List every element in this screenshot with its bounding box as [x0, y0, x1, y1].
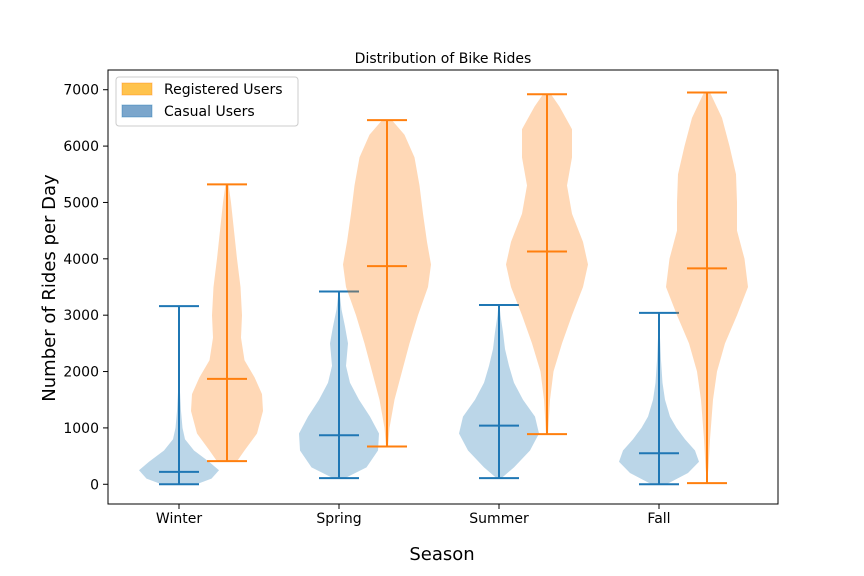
legend-swatch-registered-users — [121, 82, 153, 96]
legend: Registered Users Casual Users — [115, 76, 299, 127]
plot-area — [139, 91, 748, 486]
y-tick-label: 1000 — [63, 421, 99, 437]
y-tick-label: 0 — [90, 477, 99, 493]
y-tick-label: 5000 — [63, 195, 99, 211]
legend-label-registered-users: Registered Users — [164, 82, 283, 98]
chart-title: Distribution of Bike Rides — [355, 51, 532, 67]
y-axis-label: Number of Rides per Day — [39, 174, 60, 402]
x-tick-label: Spring — [316, 511, 361, 527]
x-tick-label: Summer — [469, 511, 529, 527]
x-tick-label: Winter — [156, 511, 202, 527]
y-tick-label: 4000 — [63, 252, 99, 268]
y-tick-label: 3000 — [63, 308, 99, 324]
x-axis-label: Season — [409, 544, 474, 565]
plot-frame — [107, 69, 779, 505]
y-tick-label: 2000 — [63, 365, 99, 381]
legend-label-casual-users: Casual Users — [164, 104, 255, 120]
y-tick-label: 6000 — [63, 139, 99, 155]
x-tick-label: Fall — [647, 511, 670, 527]
legend-swatch-casual-users — [121, 104, 153, 118]
y-tick-label: 7000 — [63, 83, 99, 99]
y-axis: 0 1000 2000 3000 4000 5000 6000 7000 — [63, 83, 108, 493]
legend-box — [115, 76, 299, 127]
x-axis: Winter Spring Summer Fall — [156, 504, 671, 527]
